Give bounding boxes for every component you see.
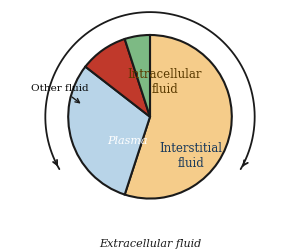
Text: Intracellular
fluid: Intracellular fluid xyxy=(128,68,202,96)
Text: Interstitial
fluid: Interstitial fluid xyxy=(159,142,222,170)
Text: Plasma: Plasma xyxy=(107,136,147,146)
Text: Extracellular fluid: Extracellular fluid xyxy=(99,239,201,249)
Wedge shape xyxy=(85,39,150,117)
Wedge shape xyxy=(125,35,150,117)
Wedge shape xyxy=(68,67,150,194)
Wedge shape xyxy=(125,35,232,198)
Text: Other fluid: Other fluid xyxy=(32,84,89,103)
